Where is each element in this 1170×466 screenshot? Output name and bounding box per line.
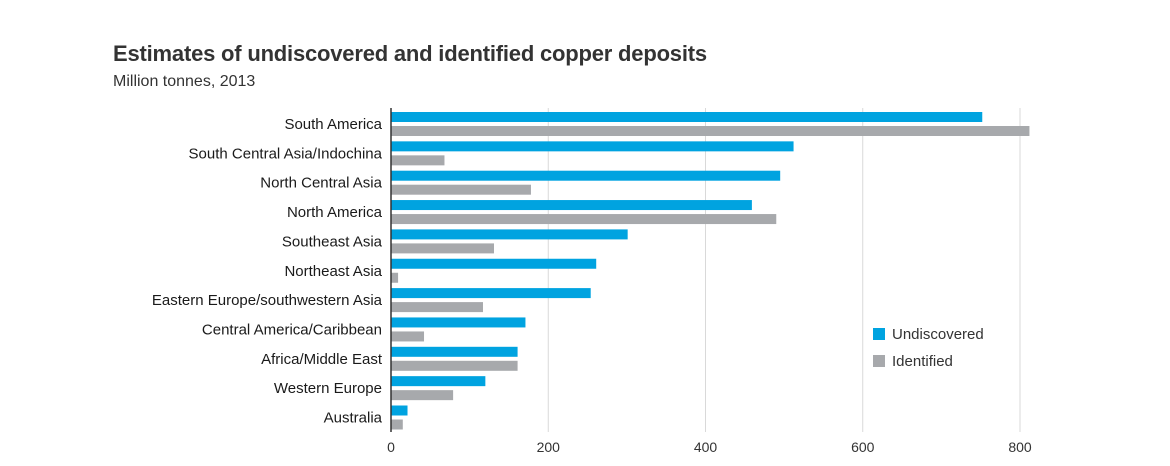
chart-subtitle: Million tonnes, 2013 <box>113 73 256 90</box>
category-label: Australia <box>324 410 383 427</box>
bar-undiscovered <box>391 405 408 416</box>
bar-identified <box>391 419 403 430</box>
x-tick-label: 400 <box>694 439 718 455</box>
bar-identified <box>391 302 483 313</box>
bar-undiscovered <box>391 258 597 269</box>
bar-identified <box>391 184 531 195</box>
bar-identified <box>391 243 494 254</box>
bar-undiscovered <box>391 170 781 181</box>
bar-undiscovered <box>391 288 591 299</box>
legend-label-undiscovered: Undiscovered <box>892 326 984 343</box>
legend-swatch-undiscovered <box>873 328 885 340</box>
legend-swatch-identified <box>873 355 885 367</box>
bar-identified <box>391 214 777 225</box>
category-label: North America <box>287 204 383 221</box>
bar-undiscovered <box>391 376 486 387</box>
bar-identified <box>391 390 454 401</box>
x-tick-label: 600 <box>851 439 875 455</box>
category-label: Western Europe <box>274 380 382 397</box>
category-label: Northeast Asia <box>284 263 382 280</box>
bar-undiscovered <box>391 346 518 357</box>
legend-label-identified: Identified <box>892 353 953 370</box>
category-label: Africa/Middle East <box>261 351 383 368</box>
bar-identified <box>391 155 445 166</box>
bar-undiscovered <box>391 229 628 240</box>
x-tick-label: 0 <box>387 439 395 455</box>
bar-identified <box>391 272 399 283</box>
bar-undiscovered <box>391 141 794 152</box>
category-label: Central America/Caribbean <box>202 321 382 338</box>
bar-undiscovered <box>391 200 752 211</box>
x-tick-label: 800 <box>1008 439 1032 455</box>
bar-undiscovered <box>391 112 983 122</box>
bar-identified <box>391 360 518 371</box>
x-tick-label: 200 <box>537 439 561 455</box>
bar-identified <box>391 331 425 342</box>
bar-undiscovered <box>391 317 526 328</box>
category-label: South Central Asia/Indochina <box>189 145 383 162</box>
category-label: North Central Asia <box>260 175 382 192</box>
bar-identified <box>391 126 1030 136</box>
category-label: South America <box>284 116 382 133</box>
category-label: Eastern Europe/southwestern Asia <box>152 292 383 309</box>
category-label: Southeast Asia <box>282 233 383 250</box>
chart-title: Estimates of undiscovered and identified… <box>113 41 707 66</box>
